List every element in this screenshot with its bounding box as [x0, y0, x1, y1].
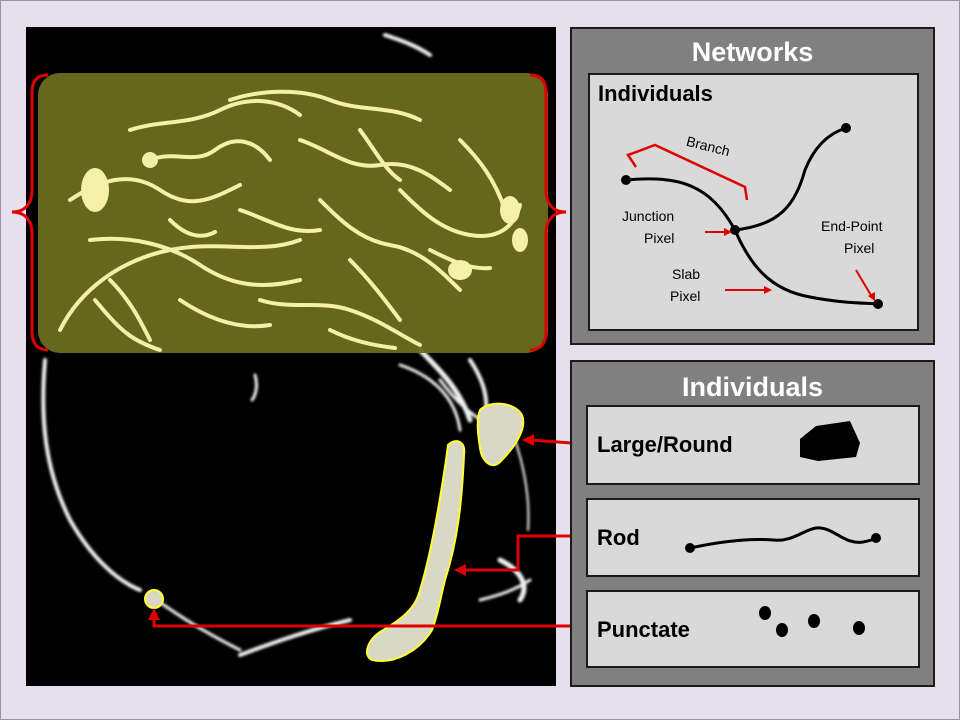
branch-bracket: [626, 143, 749, 201]
network-brace: [11, 73, 567, 352]
rod-box: Rod: [586, 498, 920, 577]
branch-curve: [625, 177, 737, 231]
punctate-shape: [759, 606, 865, 637]
large-round-shape: [800, 421, 860, 461]
punctate-label: Punctate: [597, 617, 690, 642]
rod-object: [365, 440, 466, 662]
endpoint-bottom: [873, 299, 883, 309]
endpoint-label-line2: Pixel: [844, 240, 875, 256]
networks-panel: Networks Individuals: [570, 27, 935, 345]
endpoint-left: [621, 175, 631, 185]
punctate-box: Punctate: [586, 590, 920, 668]
upper-branch-curve: [734, 126, 847, 232]
networks-subtitle: Individuals: [598, 81, 713, 106]
large-round-object: [476, 402, 525, 467]
network-highlight-overlay: [38, 73, 548, 353]
junction-label-line1: Junction: [622, 208, 675, 224]
networks-title: Networks: [691, 37, 814, 67]
punctate-object: [144, 589, 164, 609]
slab-label-line2: Pixel: [670, 288, 701, 304]
network-blobs: [81, 152, 528, 280]
skeleton-diagram: [621, 123, 883, 309]
endpoint-label-line1: End-Point: [821, 218, 883, 234]
rod-label: Rod: [597, 525, 640, 550]
lower-branch-curve: [733, 229, 879, 306]
networks-diagram-box: Individuals: [588, 73, 919, 331]
large-round-box: Large/Round: [586, 405, 920, 485]
junction-label-line2: Pixel: [644, 230, 675, 246]
individuals-panel: Individuals Large/Round Rod Punctate: [570, 360, 935, 687]
network-filaments: [58, 89, 522, 352]
endpoint-top: [841, 123, 851, 133]
large-round-label: Large/Round: [597, 432, 733, 457]
mitochondria-network: [41, 33, 532, 657]
rod-shape: [685, 526, 881, 553]
endpoint-pointer: [855, 269, 873, 298]
connector-arrowheads: [148, 434, 534, 620]
junction-point: [730, 225, 740, 235]
individuals-title: Individuals: [681, 372, 824, 402]
slab-label-line1: Slab: [672, 266, 701, 282]
